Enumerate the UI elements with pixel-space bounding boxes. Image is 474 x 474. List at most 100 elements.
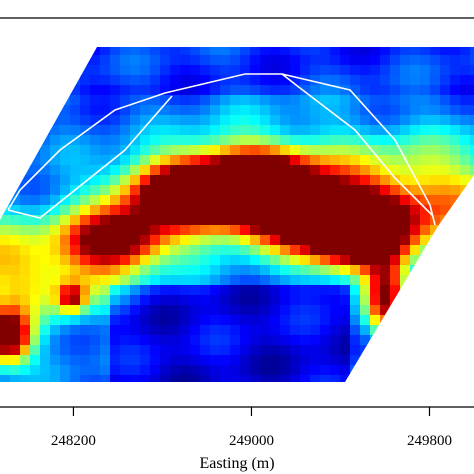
heatmap-cell [40,355,51,366]
heatmap-cell [130,65,141,76]
heatmap-cell [10,245,21,256]
heatmap-cell [280,365,291,376]
heatmap-cell [290,325,301,336]
heatmap-cell [50,325,61,336]
heatmap-cell [390,55,401,66]
heatmap-cell [280,195,291,206]
heatmap-cell [230,175,241,186]
heatmap-cell [280,115,291,126]
heatmap-cell [340,125,351,136]
heatmap-cell [150,315,161,326]
heatmap-cell [280,85,291,96]
heatmap-cell [430,215,441,226]
heatmap-cell [420,145,431,156]
heatmap-cell [460,235,471,246]
heatmap-cell [200,235,211,246]
heatmap-cell [90,135,101,146]
heatmap-cell [150,135,161,146]
heatmap-cell [430,355,441,366]
heatmap-cell [320,175,331,186]
heatmap-cell [140,315,151,326]
heatmap-cell [90,365,101,376]
heatmap-cell [10,47,21,56]
heatmap-cell [40,305,51,316]
heatmap-cell [210,95,221,106]
heatmap-cell [290,125,301,136]
heatmap-cell [430,275,441,286]
heatmap-cell [470,165,474,176]
heatmap-cell [410,125,421,136]
heatmap-cell [70,115,81,126]
heatmap-cell [50,155,61,166]
heatmap-cell [310,175,321,186]
heatmap-cell [40,65,51,76]
heatmap-cell [310,135,321,146]
heatmap-cell [70,285,81,296]
heatmap-cell [50,335,61,346]
heatmap-cell [410,255,421,266]
heatmap-cell [100,245,111,256]
heatmap-cell [320,295,331,306]
heatmap-cell [140,215,151,226]
heatmap-cell [460,355,471,366]
heatmap-cell [290,355,301,366]
heatmap-cell [200,175,211,186]
heatmap-cell [150,105,161,116]
heatmap-cell [10,135,21,146]
heatmap-cell [470,235,474,246]
heatmap-cell [160,47,171,56]
heatmap-cell [230,205,241,216]
heatmap-cell [360,195,371,206]
heatmap-cell [170,255,181,266]
heatmap-cell [250,165,261,176]
heatmap-cell [60,85,71,96]
heatmap-cell [370,325,381,336]
heatmap-cell [360,65,371,76]
heatmap-cell [360,75,371,86]
heatmap-cell [310,75,321,86]
heatmap-cell [170,315,181,326]
heatmap-cell [40,225,51,236]
heatmap-cell [180,265,191,276]
heatmap-cell [450,225,461,236]
heatmap-cell [40,275,51,286]
heatmap-cell [90,65,101,76]
heatmap-cell [130,235,141,246]
heatmap-cell [0,335,11,346]
heatmap-cell [50,345,61,356]
heatmap-cell [280,175,291,186]
heatmap-cell [150,365,161,376]
heatmap-cell [390,85,401,96]
heatmap-cell [130,145,141,156]
heatmap-cell [60,155,71,166]
heatmap-cell [420,245,431,256]
heatmap-cell [50,47,61,56]
heatmap-cell [170,325,181,336]
heatmap-cell [40,285,51,296]
heatmap-cell [100,375,111,382]
heatmap-cell [150,345,161,356]
heatmap-cell [220,235,231,246]
heatmap-cell [220,105,231,116]
heatmap-cell [110,305,121,316]
heatmap-cell [60,365,71,376]
heatmap-cell [410,215,421,226]
heatmap-cell [450,65,461,76]
heatmap-cell [240,85,251,96]
heatmap-cell [0,255,11,266]
heatmap-cell [290,245,301,256]
heatmap-cell [140,285,151,296]
heatmap-cell [130,215,141,226]
heatmap-cell [140,275,151,286]
heatmap-cell [440,55,451,66]
heatmap-cell [310,365,321,376]
heatmap-cell [10,215,21,226]
heatmap-cell [170,165,181,176]
heatmap-cell [410,105,421,116]
heatmap-cell [250,55,261,66]
heatmap-cell [100,185,111,196]
heatmap-cell [270,105,281,116]
heatmap-cell [250,225,261,236]
heatmap-cell [420,235,431,246]
heatmap-cell [440,47,451,56]
